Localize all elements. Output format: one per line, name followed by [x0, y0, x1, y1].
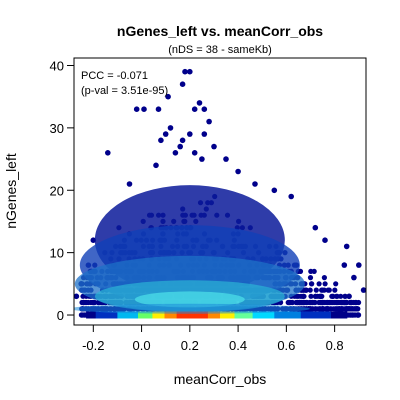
data-point	[156, 106, 162, 112]
chart-subtitle: (nDS = 38 - sameKb)	[168, 44, 272, 56]
data-point	[346, 294, 352, 300]
data-point	[349, 300, 354, 305]
x-tick-label: 0.4	[229, 338, 247, 353]
data-point	[340, 306, 345, 311]
data-point	[206, 119, 212, 125]
data-point	[356, 312, 361, 317]
data-point	[335, 300, 340, 305]
x-tick-label: 0.2	[181, 338, 199, 353]
data-point	[81, 300, 86, 305]
data-point	[187, 131, 193, 137]
x-tick-label: 0.8	[326, 338, 344, 353]
density-zero-cell	[340, 312, 344, 319]
y-tick-label: 20	[50, 183, 64, 198]
data-point	[351, 275, 357, 281]
data-point	[322, 275, 327, 280]
data-point	[313, 225, 319, 231]
data-point	[192, 150, 198, 156]
data-point	[105, 150, 111, 156]
pcc-annotation: PCC = -0.071	[81, 70, 148, 82]
data-point	[315, 294, 320, 299]
y-tick-label: 10	[50, 246, 64, 261]
data-point	[313, 306, 318, 311]
x-axis-title: meanCorr_obs	[174, 371, 267, 387]
data-point	[86, 300, 91, 305]
data-point	[199, 156, 205, 162]
density-band	[70, 304, 310, 314]
data-point	[223, 156, 229, 162]
y-tick-label: 40	[50, 58, 64, 73]
data-point	[272, 188, 278, 194]
data-point	[320, 288, 325, 293]
data-point	[127, 181, 133, 187]
data-point	[211, 144, 217, 150]
data-point	[314, 288, 319, 293]
data-point	[299, 294, 304, 299]
data-point	[187, 69, 193, 75]
data-point	[356, 262, 362, 268]
data-point	[326, 288, 331, 293]
data-point	[153, 163, 159, 169]
data-point	[182, 69, 188, 75]
data-point	[168, 125, 174, 131]
x-tick-label: -0.2	[82, 338, 104, 353]
y-axis-title: nGenes_left	[3, 153, 19, 229]
data-point	[344, 306, 349, 311]
data-point	[197, 100, 203, 106]
data-point	[301, 300, 306, 305]
y-tick-label: 30	[50, 121, 64, 136]
density-zero-cell	[315, 312, 319, 319]
plot-area	[70, 69, 367, 319]
y-axis: 0 10 20 30 40	[50, 58, 74, 323]
data-point	[192, 106, 198, 112]
data-point	[313, 300, 318, 305]
data-point	[141, 106, 147, 112]
data-point	[344, 244, 350, 250]
data-point	[177, 144, 183, 150]
data-point	[353, 306, 358, 311]
data-point	[342, 262, 348, 268]
data-point	[235, 169, 241, 175]
data-point	[333, 281, 338, 286]
density-zero-cell	[344, 312, 348, 319]
data-point	[92, 300, 97, 305]
data-point	[339, 300, 344, 305]
data-point	[163, 131, 169, 137]
density-zero-cell	[334, 312, 338, 319]
chart-title: nGenes_left vs. meanCorr_obs	[117, 23, 323, 39]
data-point	[332, 288, 337, 293]
data-point	[79, 312, 84, 317]
data-point	[312, 269, 317, 274]
data-point	[180, 81, 186, 87]
data-point	[320, 300, 325, 305]
y-tick-label: 0	[57, 308, 64, 323]
data-point	[308, 275, 313, 280]
data-point	[308, 288, 313, 293]
density-overlay	[70, 185, 347, 318]
data-point	[325, 306, 330, 311]
data-point	[323, 281, 328, 286]
data-point	[322, 237, 328, 243]
data-point	[321, 306, 326, 311]
density-zero-cell	[325, 312, 329, 319]
pval-annotation: (p-val = 3.51e-95)	[81, 85, 168, 97]
data-point	[252, 181, 258, 187]
data-point	[288, 194, 294, 200]
data-point	[294, 300, 299, 305]
data-point	[202, 131, 208, 137]
x-axis: -0.2 0.0 0.2 0.4 0.6 0.8	[82, 325, 344, 353]
data-point	[158, 138, 164, 144]
data-point	[309, 281, 314, 286]
data-point	[202, 106, 208, 112]
data-point	[334, 294, 339, 299]
x-tick-label: 0.6	[277, 338, 295, 353]
data-point	[317, 281, 322, 286]
data-point	[134, 106, 140, 112]
data-point	[180, 138, 186, 144]
x-tick-label: 0.0	[133, 338, 151, 353]
data-point	[173, 150, 179, 156]
data-point	[328, 300, 333, 305]
